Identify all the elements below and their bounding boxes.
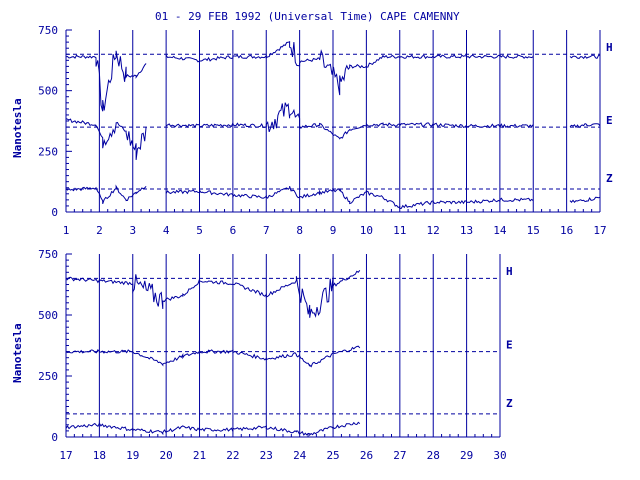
x-tick-label: 19 [126,449,139,462]
y-tick-label: 750 [38,248,58,261]
x-tick-label: 25 [326,449,339,462]
x-tick-label: 23 [260,449,273,462]
x-tick-label: 27 [393,449,406,462]
series-E-line [65,102,601,160]
panel-lower: 0 250 500 750 17 18 19 20 21 22 23 24 25 26 27 28 29 30 H E… [38,248,513,462]
x-tick-label: 10 [360,224,373,237]
y-tick-label: 0 [51,431,58,444]
y-tick-label: 750 [38,24,58,37]
x-tick-label: 11 [393,224,406,237]
x-tick-label: 17 [593,224,606,237]
x-tick-label: 3 [129,224,136,237]
series-E-line [65,345,361,368]
x-tick-label: 16 [560,224,573,237]
x-tick-label: 18 [93,449,106,462]
x-tick-label: 6 [230,224,237,237]
x-tick-label: 13 [460,224,473,237]
x-tick-label: 9 [330,224,337,237]
x-tick-label: 28 [427,449,440,462]
channel-label-Z: Z [506,397,513,410]
x-tick-label: 4 [163,224,170,237]
series-Z-line [65,421,361,437]
chart-title: 01 - 29 FEB 1992 (Universal Time) CAPE C… [155,10,460,23]
x-tick-label: 5 [196,224,203,237]
x-tick-label: 14 [493,224,507,237]
lower-ylabel: Nanotesla [11,323,24,383]
upper-ylabel: Nanotesla [11,98,24,158]
x-tick-label: 29 [460,449,473,462]
y-tick-label: 250 [38,145,58,158]
x-tick-label: 26 [360,449,373,462]
x-tick-label: 15 [527,224,540,237]
x-tick-label: 20 [160,449,173,462]
x-tick-label: 22 [226,449,239,462]
channel-label-Z: Z [606,172,613,185]
series-H-line [65,40,601,112]
x-tick-label: 1 [63,224,70,237]
x-tick-label: 8 [296,224,303,237]
y-tick-label: 500 [38,309,58,322]
y-tick-label: 0 [51,206,58,219]
x-tick-label: 24 [293,449,307,462]
channel-label-H: H [606,41,613,54]
channel-label-E: E [506,338,513,351]
series-Z-line [65,184,601,210]
series-H-line [65,269,361,318]
x-tick-label: 17 [59,449,72,462]
x-tick-label: 21 [193,449,206,462]
x-tick-label: 7 [263,224,270,237]
x-tick-label: 30 [493,449,506,462]
channel-label-E: E [606,114,613,127]
x-tick-label: 2 [96,224,103,237]
channel-label-H: H [506,265,513,278]
x-tick-label: 12 [427,224,440,237]
y-tick-label: 500 [38,85,58,98]
y-tick-label: 250 [38,370,58,383]
